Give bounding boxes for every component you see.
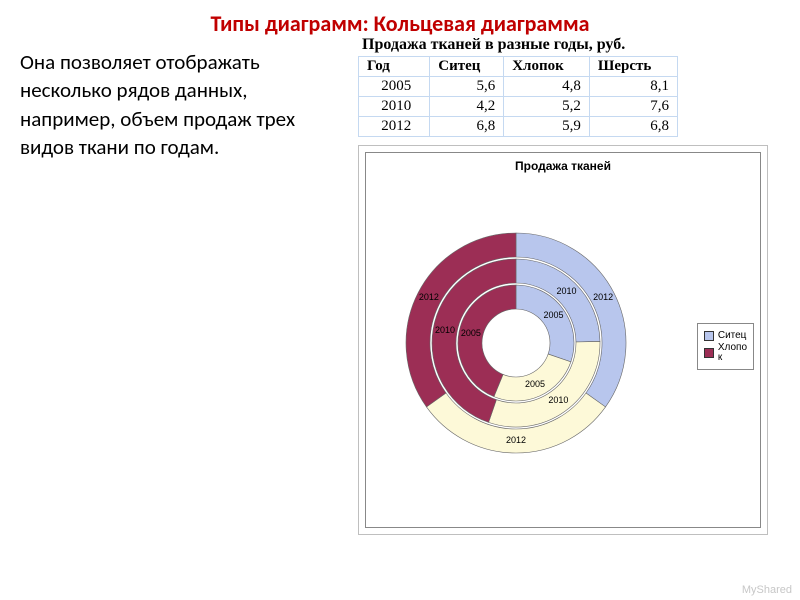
col-sitec: Ситец — [430, 57, 504, 77]
slice-label: 2010 — [548, 395, 568, 405]
cell: 4,8 — [504, 77, 590, 97]
description-text: Она позволяет отображать несколько рядов… — [20, 48, 340, 161]
cell-year: 2012 — [359, 117, 430, 137]
legend-item-sitec: Ситец — [704, 330, 747, 341]
chart-legend: Ситец Хлопо к — [697, 323, 754, 370]
slice-label: 2010 — [435, 325, 455, 335]
footer-watermark: MyShared — [742, 584, 792, 596]
cell: 5,2 — [504, 97, 590, 117]
cell: 5,9 — [504, 117, 590, 137]
table-header-row: Год Ситец Хлопок Шерсть — [359, 57, 678, 77]
table-row: 2010 4,2 5,2 7,6 — [359, 97, 678, 117]
cell: 4,2 — [430, 97, 504, 117]
legend-label: Хлопо к — [718, 343, 747, 363]
right-column: Продажа тканей в разные годы, руб. Год С… — [358, 36, 778, 535]
col-year: Год — [359, 57, 430, 77]
slice-label: 2005 — [461, 328, 481, 338]
cell: 7,6 — [589, 97, 677, 117]
legend-item-hlopok: Хлопо к — [704, 343, 747, 363]
cell: 6,8 — [430, 117, 504, 137]
col-sherst: Шерсть — [589, 57, 677, 77]
donut-chart: 200520052005201020102010201220122012 — [396, 223, 636, 463]
chart-frame: Продажа тканей 2005200520052010201020102… — [358, 145, 768, 535]
cell-year: 2010 — [359, 97, 430, 117]
col-hlopok: Хлопок — [504, 57, 590, 77]
slice-label: 2012 — [419, 292, 439, 302]
slice-label: 2010 — [556, 286, 576, 296]
donut-svg — [396, 223, 636, 463]
swatch-hlopok — [704, 348, 714, 358]
slice-label: 2005 — [543, 310, 563, 320]
table-title: Продажа тканей в разные годы, руб. — [358, 36, 778, 54]
chart-title: Продажа тканей — [366, 159, 760, 173]
data-table: Год Ситец Хлопок Шерсть 2005 5,6 4,8 8,1… — [358, 56, 678, 137]
cell-year: 2005 — [359, 77, 430, 97]
slice-label: 2012 — [506, 435, 526, 445]
slice-label: 2012 — [593, 292, 613, 302]
page-title: Типы диаграмм: Кольцевая диаграмма — [0, 0, 800, 37]
table-row: 2005 5,6 4,8 8,1 — [359, 77, 678, 97]
cell: 6,8 — [589, 117, 677, 137]
swatch-sitec — [704, 331, 714, 341]
cell: 5,6 — [430, 77, 504, 97]
table-row: 2012 6,8 5,9 6,8 — [359, 117, 678, 137]
slice-label: 2005 — [525, 379, 545, 389]
legend-label: Ситец — [718, 330, 747, 341]
cell: 8,1 — [589, 77, 677, 97]
chart-inner: Продажа тканей 2005200520052010201020102… — [365, 152, 761, 528]
